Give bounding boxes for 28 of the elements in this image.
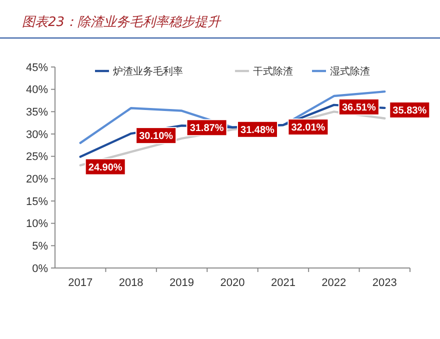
y-tick-label: 15%	[26, 196, 48, 208]
y-tick-label: 35%	[26, 106, 48, 119]
x-tick-label: 2021	[270, 277, 296, 289]
data-label: 36.51%	[342, 102, 376, 114]
y-tick-label: 5%	[32, 240, 48, 253]
chart-title: 图表23：除渣业务毛利率稳步提升	[22, 14, 222, 30]
data-label: 30.10%	[139, 131, 174, 142]
x-tick-label: 2020	[220, 277, 245, 289]
data-label: 35.83%	[392, 105, 427, 116]
legend-label: 炉渣业务毛利率	[113, 66, 183, 78]
y-tick-label: 10%	[26, 218, 48, 230]
data-label: 32.01%	[291, 122, 326, 134]
x-tick-label: 2023	[372, 277, 397, 289]
data-label: 24.90%	[88, 162, 122, 174]
y-tick-label: 20%	[26, 174, 48, 186]
y-tick-label: 0%	[32, 262, 48, 275]
y-tick-label: 45%	[26, 62, 48, 74]
y-tick-label: 30%	[26, 128, 48, 141]
x-tick-label: 2019	[170, 277, 194, 289]
y-tick-label: 40%	[26, 84, 48, 96]
x-tick-label: 2022	[322, 277, 346, 289]
x-tick-label: 2018	[118, 277, 144, 289]
data-label: 31.48%	[240, 124, 275, 136]
legend-label: 干式除渣	[253, 66, 293, 78]
x-tick-label: 2017	[68, 277, 93, 289]
y-tick-label: 25%	[26, 151, 48, 164]
data-label: 31.87%	[190, 123, 224, 134]
legend-label: 湿式除渣	[330, 66, 370, 78]
